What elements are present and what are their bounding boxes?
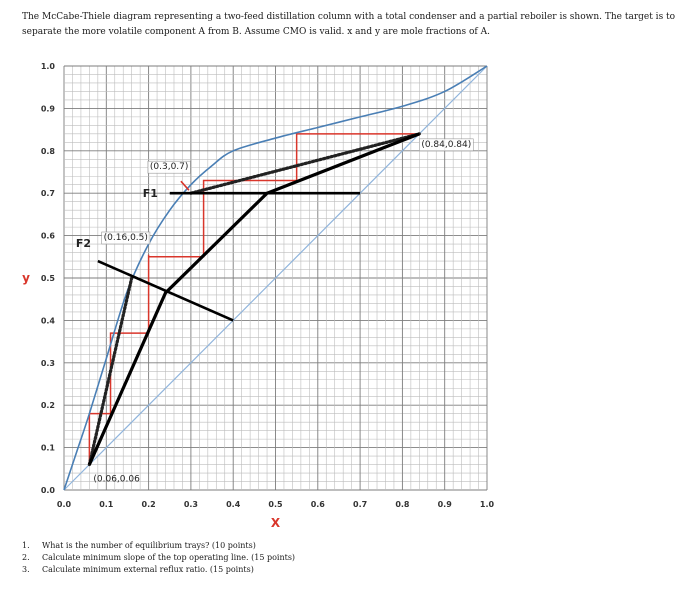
question-item: 2. Calculate minimum slope of the top op… bbox=[22, 552, 295, 564]
x-tick-label: 0.5 bbox=[268, 500, 283, 509]
point-label-box bbox=[147, 160, 191, 174]
y-tick-label: 0.5 bbox=[41, 274, 56, 283]
grid-layer bbox=[63, 65, 488, 491]
x-tick-label: 0.7 bbox=[353, 500, 367, 509]
x-tick-label: 0.6 bbox=[311, 500, 326, 509]
x-tick-label: 0.0 bbox=[57, 500, 72, 509]
x-tick-label: 0.9 bbox=[438, 500, 453, 509]
diagonal-line bbox=[63, 65, 488, 491]
mccabe-thiele-chart: 0.0 0.1 0.2 0.3 0.4 0.5 0.6 0.7 0.8 0.9 1.0 0.0 0.1 0… bbox=[22, 62, 494, 530]
x-tick-label: 0.3 bbox=[184, 500, 198, 509]
y-tick-label: 0.2 bbox=[41, 401, 55, 410]
y-tick-label: 0.8 bbox=[41, 147, 56, 156]
y-tick-label: 0.4 bbox=[41, 316, 56, 325]
point-label: (0.16,0.5) bbox=[104, 233, 148, 243]
y-axis-label: y bbox=[22, 271, 30, 285]
question-text: What is the number of equilibrium trays?… bbox=[42, 541, 256, 550]
x-axis-label: X bbox=[271, 516, 281, 530]
x-tick-label: 0.8 bbox=[395, 500, 410, 509]
feed-label: F1 bbox=[143, 187, 158, 200]
question-number: 2. bbox=[22, 553, 30, 562]
feed-label: F2 bbox=[76, 237, 91, 250]
stage-steps bbox=[88, 133, 420, 465]
equilibrium-curve bbox=[63, 65, 488, 491]
series-layer bbox=[63, 65, 488, 491]
y-tick-label: 0.6 bbox=[41, 232, 56, 241]
point-label-box bbox=[101, 231, 151, 245]
question-text: Calculate minimum slope of the top opera… bbox=[42, 553, 296, 562]
operating-line bbox=[87, 132, 420, 466]
x-tick-label: 0.4 bbox=[226, 500, 241, 509]
y-tick-label: 0.1 bbox=[41, 444, 56, 453]
x-tick-label: 1.0 bbox=[480, 500, 495, 509]
question-item: 1. What is the number of equilibrium tra… bbox=[22, 540, 295, 552]
question-number: 1. bbox=[22, 541, 30, 550]
problem-statement: The McCabe-Thiele diagram representing a… bbox=[22, 12, 676, 37]
question-text: Calculate minimum external reflux ratio.… bbox=[42, 565, 254, 574]
x-tick-label: 0.2 bbox=[142, 500, 156, 509]
y-tick-label: 0.7 bbox=[41, 189, 55, 198]
point-label-box bbox=[419, 138, 474, 152]
question-list: 1. What is the number of equilibrium tra… bbox=[22, 540, 295, 576]
question-item: 3. Calculate minimum external reflux rat… bbox=[22, 564, 295, 576]
question-number: 3. bbox=[22, 565, 30, 574]
x-tick-label: 0.1 bbox=[99, 500, 114, 509]
y-tick-label: 0.0 bbox=[41, 486, 56, 495]
point-label: (0.3,0.7) bbox=[150, 162, 189, 172]
point-label: (0.84,0.84) bbox=[421, 140, 471, 150]
minimum-reflux-line bbox=[189, 132, 421, 195]
minimum-reflux-line bbox=[87, 276, 134, 467]
pinch-arrow bbox=[180, 180, 190, 191]
y-tick-label: 0.3 bbox=[41, 359, 55, 368]
annotation-layer: (0.84,0.84) (0.3,0.7) (0.16,0.5) (0.06,0.06… bbox=[76, 138, 474, 485]
axes-layer: 0.0 0.1 0.2 0.3 0.4 0.5 0.6 0.7 0.8 0.9 1.0 0.0 0.1 0… bbox=[22, 62, 494, 530]
y-tick-label: 1.0 bbox=[41, 62, 56, 71]
point-label: (0.06,0.06 bbox=[93, 475, 140, 485]
y-tick-label: 0.9 bbox=[41, 104, 56, 113]
